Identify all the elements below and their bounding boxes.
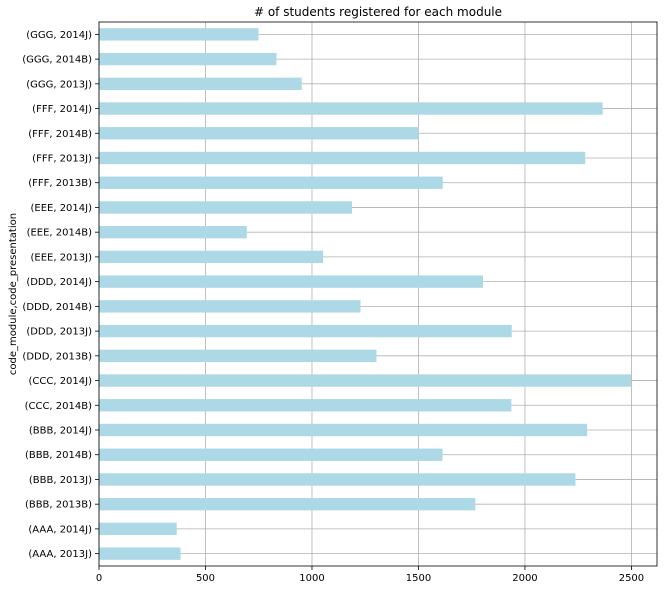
bar (99, 324, 512, 338)
bar (99, 473, 576, 486)
x-tick-label: 2500 (619, 573, 644, 584)
bar (99, 151, 586, 165)
bar (99, 522, 177, 536)
bar (99, 226, 247, 239)
bars (99, 28, 632, 560)
x-tick-label: 500 (196, 573, 215, 584)
bar (99, 52, 277, 66)
y-tick-label: (GGG, 2014B) (22, 55, 92, 66)
y-tick-label: (FFF, 2013B) (28, 178, 92, 189)
y-tick-label: (CCC, 2014J) (28, 376, 92, 387)
y-tick-label: (CCC, 2014B) (25, 401, 93, 412)
x-tick-label: 1500 (406, 573, 431, 584)
bar (99, 423, 588, 437)
x-axis: 0 500 1000 1500 2000 2500 (96, 566, 644, 584)
x-tick-label: 2000 (512, 573, 537, 584)
y-tick-label: (FFF, 2014J) (32, 104, 92, 115)
y-tick-label: (DDD, 2014B) (22, 302, 92, 313)
y-tick-label: (GGG, 2013J) (26, 79, 92, 90)
plot-frame (98, 21, 658, 567)
y-tick-label: (DDD, 2013J) (26, 327, 92, 338)
bar (99, 448, 443, 461)
y-tick-label: (EEE, 2014J) (30, 203, 92, 214)
bar (99, 102, 603, 115)
bar (99, 77, 302, 90)
y-tick-label: (BBB, 2014B) (25, 450, 92, 461)
bar (99, 374, 632, 387)
y-tick-label: (FFF, 2014B) (28, 129, 92, 140)
chart-title: # of students registered for each module (254, 5, 502, 19)
bar (99, 498, 476, 511)
y-tick-label: (EEE, 2013J) (30, 252, 92, 263)
bar (99, 275, 483, 288)
y-tick-label: (FFF, 2013J) (32, 154, 92, 165)
bar (99, 176, 443, 189)
bar (99, 547, 181, 560)
y-tick-label: (AAA, 2013J) (28, 549, 92, 560)
y-tick-label: (GGG, 2014J) (26, 30, 92, 41)
y-axis-title: code_module,code_presentation (8, 213, 19, 375)
bar (99, 201, 353, 214)
bar (99, 250, 324, 264)
y-axis: (AAA, 2013J) (AAA, 2014J) (BBB, 2013B) (BBB… (22, 30, 99, 560)
y-tick-label: (BBB, 2014J) (29, 426, 92, 437)
x-tick-label: 1000 (299, 573, 324, 584)
y-tick-label: (DDD, 2014J) (26, 277, 92, 288)
x-tick-label: 0 (96, 573, 102, 584)
bar (99, 399, 512, 412)
y-tick-label: (AAA, 2014J) (28, 524, 92, 535)
bar (99, 300, 361, 313)
y-tick-label: (DDD, 2013B) (22, 351, 92, 362)
bar (99, 28, 259, 41)
y-tick-label: (BBB, 2013J) (29, 475, 92, 486)
bar (99, 349, 377, 362)
bar (99, 127, 419, 140)
y-tick-label: (BBB, 2013B) (25, 500, 92, 511)
y-tick-label: (EEE, 2014B) (27, 228, 93, 239)
